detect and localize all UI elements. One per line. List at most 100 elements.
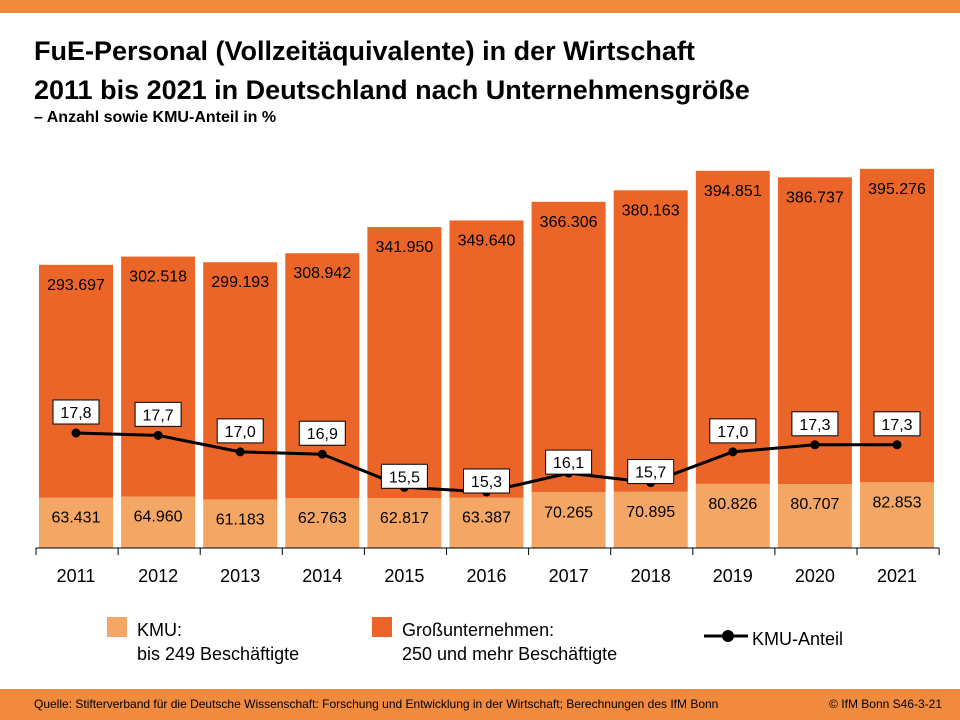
x-tick-label: 2018 [631,566,671,586]
legend-gross-swatch [372,617,392,637]
data-label-kmu: 63.431 [52,510,101,527]
data-label-gross: 302.518 [129,269,187,286]
share-point [153,430,163,440]
bar-gross [39,264,113,498]
bar-kmu [203,499,278,548]
data-label-gross: 366.306 [540,214,598,231]
data-label-gross: 293.697 [47,277,105,294]
x-tick-label: 2012 [138,566,178,586]
share-label-box [298,420,346,446]
share-label: 16,9 [307,426,338,443]
title-line-2: 2011 bis 2021 in Deutschland nach Untern… [34,75,750,105]
share-label: 17,3 [799,417,830,434]
bar-gross [449,220,524,498]
share-label-box [873,411,921,437]
bar-kmu [613,491,688,548]
share-label: 17,7 [143,407,174,424]
share-label-box [545,449,593,475]
share-point [892,440,902,450]
share-label: 17,0 [717,424,748,441]
legend-gross-line2: 250 und mehr Beschäftigte [402,644,618,664]
data-label-kmu: 70.265 [544,504,593,521]
data-label-kmu: 62.817 [380,510,429,527]
share-label-box [52,399,100,425]
top-accent-bar [0,0,960,13]
legend-kmu-swatch [107,617,127,637]
share-label-box [380,463,428,489]
data-label-kmu: 80.826 [708,496,757,513]
share-label-box [463,468,510,494]
data-label-gross: 380.163 [622,202,680,219]
x-tick-label: 2015 [384,566,424,586]
bar-gross [285,253,360,499]
x-tick-label: 2020 [795,566,835,586]
page-subtitle: – Anzahl sowie KMU-Anteil in % [34,109,277,126]
share-label-box [627,459,675,485]
bar-kmu [531,492,606,548]
legend-share-line-icon [704,630,748,642]
data-label-kmu: 61.183 [216,511,265,528]
bar-kmu [695,483,770,548]
data-label-gross: 299.193 [211,274,269,291]
bar-kmu [285,498,360,548]
share-label-box [709,418,757,444]
footer: Quelle: Stifterverband für die Deutsche … [0,689,960,720]
data-label-kmu: 63.387 [462,510,511,527]
x-tick-label: 2014 [302,566,342,586]
share-point [71,428,81,438]
share-label: 17,0 [225,424,256,441]
share-label-box [791,411,839,437]
data-label-gross: 308.942 [293,265,351,282]
share-label: 15,3 [471,474,502,491]
bar-kmu [777,483,852,548]
bar-kmu [39,497,113,548]
share-point [235,447,245,457]
bar-kmu [121,496,196,548]
x-tick-label: 2021 [877,566,917,586]
share-label: 15,5 [389,469,420,486]
x-tick-label: 2017 [549,566,589,586]
share-label: 17,8 [60,405,91,422]
x-tick-label: 2013 [220,566,260,586]
legend-kmu-line1: KMU: [137,620,182,640]
share-point [810,440,820,450]
legend-gross-line1: Großunternehmen: [402,620,555,640]
x-tick-label: 2011 [57,566,96,586]
legend-share: KMU-Anteil [752,629,844,649]
data-label-kmu: 82.853 [873,494,922,511]
data-label-gross: 394.851 [704,183,762,200]
share-label: 17,3 [881,417,912,434]
data-label-kmu: 80.707 [790,496,839,513]
copyright-note: © IfM Bonn S46-3-21 [829,697,942,711]
share-label-box [216,418,264,444]
stacked-bar-chart: 63.431 293.697 2011 64.960 302.518 2012 61.183… [35,168,940,586]
share-label: 15,7 [635,465,666,482]
bar-kmu [449,497,524,548]
data-label-gross: 341.950 [375,239,433,256]
data-label-kmu: 64.960 [134,508,183,525]
data-label-gross: 395.276 [868,181,926,198]
legend-kmu-line2: bis 249 Beschäftigte [137,644,300,664]
title-line-1: FuE-Personal (Vollzeitäquivalente) in de… [34,36,695,66]
share-point [317,449,327,459]
share-point [728,447,738,457]
data-label-gross: 386.737 [786,189,844,206]
bar-gross [121,256,196,497]
bar-gross [203,262,278,500]
bar-gross [613,190,688,492]
bar-gross [531,201,606,493]
bar-kmu [367,498,442,548]
data-label-kmu: 62.763 [298,510,347,527]
data-label-gross: 349.640 [458,232,516,249]
bar-kmu [860,482,934,548]
x-tick-label: 2016 [466,566,506,586]
bar-gross [777,177,852,484]
legend-kmu: KMU: bis 249 Beschäftigte [137,618,299,666]
source-note: Quelle: Stifterverband für die Deutsche … [34,697,719,711]
page-title: FuE-Personal (Vollzeitäquivalente) in de… [34,32,750,110]
x-tick-label: 2019 [713,566,753,586]
legend-gross: Großunternehmen: 250 und mehr Beschäftig… [402,618,617,666]
data-label-kmu: 70.895 [626,504,675,521]
share-label: 16,1 [553,455,584,472]
bar-gross [367,227,442,499]
